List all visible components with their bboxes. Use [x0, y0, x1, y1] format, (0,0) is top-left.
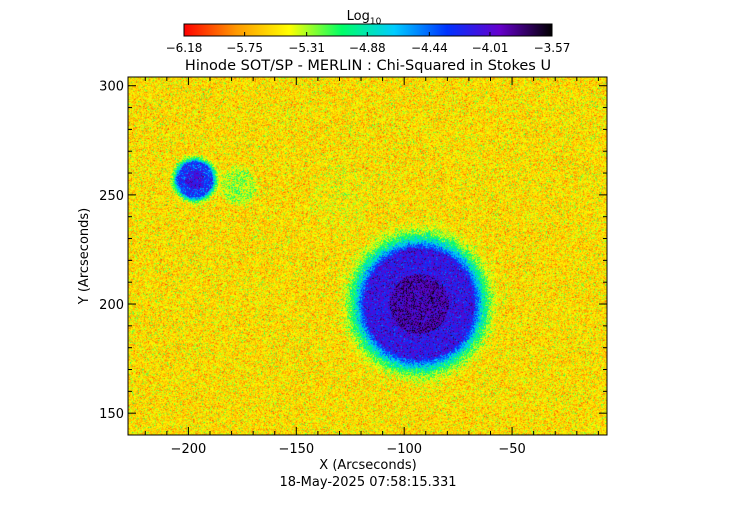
- x-tick-label: −150: [278, 442, 314, 457]
- x-axis-label: X (Arcseconds): [319, 458, 416, 473]
- colorbar-tick-label: −4.44: [411, 41, 448, 55]
- y-tick-label: 200: [99, 298, 124, 313]
- heatmap-image: [128, 77, 607, 435]
- colorbar: [183, 23, 553, 37]
- x-tick-label: −200: [171, 442, 207, 457]
- colorbar-tick-label: −5.75: [226, 41, 263, 55]
- y-axis-label: Y (Arcseconds): [77, 208, 92, 305]
- colorbar-tick-label: −3.57: [534, 41, 571, 55]
- timestamp: 18-May-2025 07:58:15.331: [279, 475, 456, 490]
- colorbar-tick-label: −4.88: [349, 41, 386, 55]
- x-tick-label: −100: [386, 442, 422, 457]
- x-axis: −200 −150 −100 −50: [144, 77, 599, 457]
- colorbar-tick-label: −4.01: [472, 41, 509, 55]
- y-tick-label: 300: [99, 80, 124, 95]
- colorbar-tick-label: −5.31: [288, 41, 325, 55]
- x-tick-label: −50: [498, 442, 525, 457]
- colorbar-tick-label: −6.18: [166, 41, 203, 55]
- plot-frame: [127, 76, 608, 436]
- chart-title: Hinode SOT/SP - MERLIN : Chi-Squared in …: [185, 58, 551, 74]
- colorbar-ticks: −6.18 −5.75 −5.31 −4.88 −4.44 −4.01 −3.57: [166, 32, 571, 55]
- y-axis: 150 200 250 300: [99, 80, 607, 436]
- y-tick-label: 250: [99, 189, 124, 204]
- colorbar-title: Log10: [347, 9, 382, 27]
- y-tick-label: 150: [99, 407, 124, 422]
